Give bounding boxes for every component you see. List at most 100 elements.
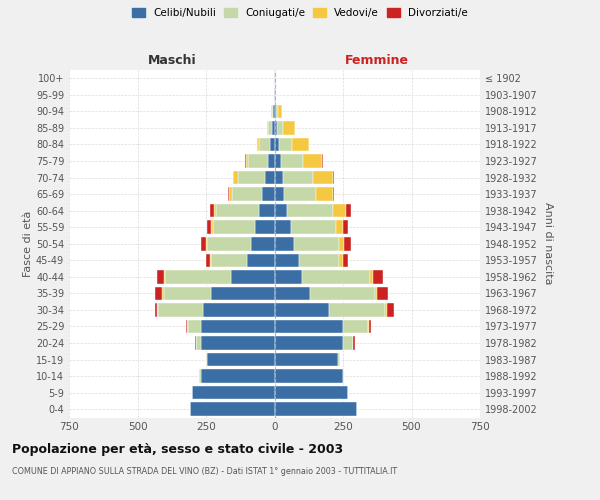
Bar bbox=[210, 254, 211, 267]
Bar bbox=[211, 254, 247, 267]
Bar bbox=[343, 370, 344, 383]
Bar bbox=[336, 220, 343, 234]
Bar bbox=[200, 370, 275, 383]
Bar bbox=[238, 171, 265, 184]
Bar bbox=[374, 286, 377, 300]
Bar bbox=[211, 286, 275, 300]
Bar bbox=[353, 336, 355, 350]
Bar bbox=[200, 336, 275, 350]
Bar bbox=[230, 270, 275, 283]
Text: Femmine: Femmine bbox=[345, 54, 409, 68]
Bar bbox=[272, 121, 275, 134]
Bar bbox=[275, 320, 343, 334]
Bar bbox=[343, 336, 353, 350]
Bar bbox=[206, 254, 210, 267]
Bar bbox=[275, 171, 283, 184]
Bar bbox=[339, 237, 344, 250]
Bar bbox=[369, 320, 371, 334]
Bar bbox=[190, 402, 275, 416]
Bar bbox=[338, 353, 340, 366]
Bar bbox=[343, 220, 349, 234]
Bar bbox=[275, 121, 277, 134]
Bar bbox=[206, 237, 208, 250]
Bar bbox=[193, 386, 275, 400]
Bar bbox=[387, 303, 394, 316]
Bar bbox=[316, 188, 334, 201]
Bar bbox=[275, 286, 310, 300]
Bar bbox=[208, 353, 275, 366]
Bar bbox=[275, 270, 302, 283]
Bar bbox=[275, 138, 278, 151]
Bar bbox=[275, 188, 284, 201]
Bar bbox=[275, 104, 276, 118]
Bar bbox=[199, 370, 200, 383]
Bar bbox=[229, 188, 232, 201]
Bar bbox=[232, 188, 262, 201]
Bar bbox=[313, 171, 334, 184]
Bar bbox=[208, 220, 211, 234]
Bar bbox=[246, 154, 248, 168]
Bar bbox=[344, 237, 351, 250]
Bar bbox=[339, 254, 343, 267]
Bar bbox=[275, 370, 343, 383]
Bar bbox=[275, 154, 281, 168]
Bar bbox=[385, 303, 387, 316]
Bar bbox=[287, 204, 334, 218]
Bar bbox=[284, 188, 316, 201]
Bar bbox=[265, 171, 275, 184]
Bar bbox=[292, 138, 309, 151]
Bar bbox=[275, 254, 299, 267]
Bar bbox=[215, 204, 259, 218]
Bar bbox=[334, 204, 346, 218]
Bar bbox=[186, 320, 187, 334]
Bar bbox=[268, 121, 272, 134]
Bar bbox=[162, 286, 164, 300]
Bar bbox=[283, 171, 313, 184]
Bar bbox=[259, 138, 271, 151]
Bar bbox=[155, 303, 157, 316]
Bar bbox=[200, 320, 275, 334]
Bar bbox=[275, 386, 349, 400]
Bar bbox=[275, 336, 343, 350]
Bar bbox=[256, 220, 275, 234]
Bar bbox=[157, 270, 164, 283]
Bar bbox=[251, 237, 275, 250]
Bar bbox=[329, 303, 385, 316]
Bar bbox=[275, 303, 329, 316]
Text: Maschi: Maschi bbox=[148, 54, 196, 68]
Bar bbox=[188, 320, 200, 334]
Bar bbox=[281, 154, 303, 168]
Bar bbox=[247, 254, 275, 267]
Bar bbox=[368, 320, 369, 334]
Bar bbox=[275, 204, 287, 218]
Bar bbox=[377, 286, 388, 300]
Text: Popolazione per età, sesso e stato civile - 2003: Popolazione per età, sesso e stato civil… bbox=[12, 442, 343, 456]
Bar bbox=[277, 121, 283, 134]
Bar bbox=[346, 204, 351, 218]
Bar bbox=[275, 402, 356, 416]
Bar bbox=[278, 104, 282, 118]
Legend: Celibi/Nubili, Coniugati/e, Vedovi/e, Divorziati/e: Celibi/Nubili, Coniugati/e, Vedovi/e, Di… bbox=[129, 5, 471, 21]
Bar bbox=[268, 154, 275, 168]
Bar bbox=[157, 303, 158, 316]
Bar bbox=[343, 320, 368, 334]
Bar bbox=[373, 270, 383, 283]
Bar bbox=[211, 220, 213, 234]
Bar bbox=[210, 204, 214, 218]
Bar bbox=[299, 254, 339, 267]
Bar bbox=[275, 220, 291, 234]
Bar bbox=[187, 320, 188, 334]
Bar bbox=[233, 171, 238, 184]
Y-axis label: Fasce di età: Fasce di età bbox=[23, 210, 33, 277]
Bar bbox=[214, 204, 215, 218]
Bar bbox=[164, 270, 165, 283]
Bar bbox=[200, 237, 206, 250]
Bar bbox=[165, 270, 230, 283]
Bar bbox=[343, 254, 349, 267]
Bar bbox=[208, 237, 251, 250]
Bar bbox=[155, 286, 162, 300]
Bar bbox=[158, 303, 203, 316]
Bar bbox=[228, 188, 229, 201]
Bar bbox=[203, 303, 275, 316]
Bar bbox=[303, 154, 322, 168]
